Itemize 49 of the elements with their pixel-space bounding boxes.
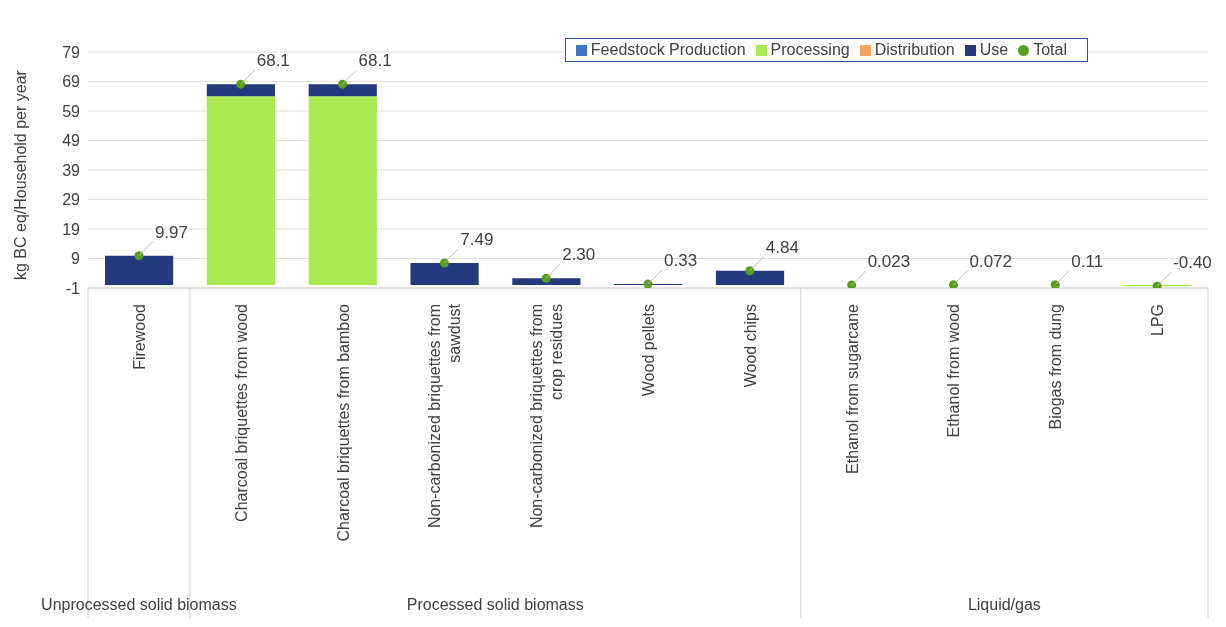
data-label: 0.023 <box>867 251 911 271</box>
legend-label: Processing <box>770 41 850 58</box>
x-tick-label: Wood pellets <box>640 304 657 397</box>
y-tick-label: 9 <box>71 250 81 268</box>
y-tick-label: -1 <box>65 279 81 297</box>
x-tick-label: Biogas from dung <box>1047 304 1065 430</box>
x-tick-label: Ethanol from sugarcane <box>843 303 861 474</box>
y-tick-label: 29 <box>62 191 81 209</box>
bar <box>308 96 377 286</box>
data-label: 4.84 <box>765 237 799 257</box>
y-tick-label: 79 <box>62 43 81 61</box>
text: Processed solid biomass <box>406 596 584 613</box>
legend-label: Distribution <box>874 41 955 58</box>
y-tick-label: 19 <box>62 220 81 238</box>
x-tick-label: Charcoal briquettes from wood <box>232 304 250 522</box>
bar <box>410 262 479 286</box>
bar <box>308 84 377 97</box>
data-label: 0.11 <box>1071 251 1104 271</box>
bar <box>206 84 276 97</box>
data-label: -0.40 <box>1173 253 1212 273</box>
bar <box>512 278 581 286</box>
x-tick-label: Firewood <box>130 304 148 370</box>
legend-label: Total <box>1033 41 1067 58</box>
point <box>643 279 653 288</box>
x-tick-label: Charcoal briquettes from bamboo <box>334 303 352 542</box>
x-tick-label: LPG <box>1149 304 1167 337</box>
y-tick-label: 69 <box>62 73 81 91</box>
point <box>1050 280 1060 288</box>
x-tick-label: Wood chips <box>741 304 759 388</box>
data-label: 0.33 <box>664 251 698 271</box>
data-label: 2.30 <box>562 245 596 265</box>
text: Liquid/gas <box>967 596 1041 613</box>
bar <box>715 270 785 286</box>
data-label: 9.97 <box>154 222 188 242</box>
data-label: 0.072 <box>969 251 1012 271</box>
x-tick-label: Non-carbonized briquettes from sawdust <box>426 303 464 529</box>
bar <box>206 96 276 286</box>
legend-label: Feedstock Production <box>590 41 746 58</box>
legend-label: Use <box>979 41 1009 58</box>
y-tick-label: 59 <box>62 102 81 120</box>
data-label: 7.49 <box>460 229 494 249</box>
bar <box>105 255 174 286</box>
y-tick-label: 39 <box>62 161 81 179</box>
y-tick-label: 49 <box>62 132 81 150</box>
x-tick-label: Ethanol from wood <box>945 304 963 438</box>
data-label: 68.1 <box>358 51 392 71</box>
y-axis-title: kg BC eq/Household per year <box>11 69 29 280</box>
text: Unprocessed solid biomass <box>41 596 237 613</box>
data-label: 68.1 <box>256 51 290 71</box>
